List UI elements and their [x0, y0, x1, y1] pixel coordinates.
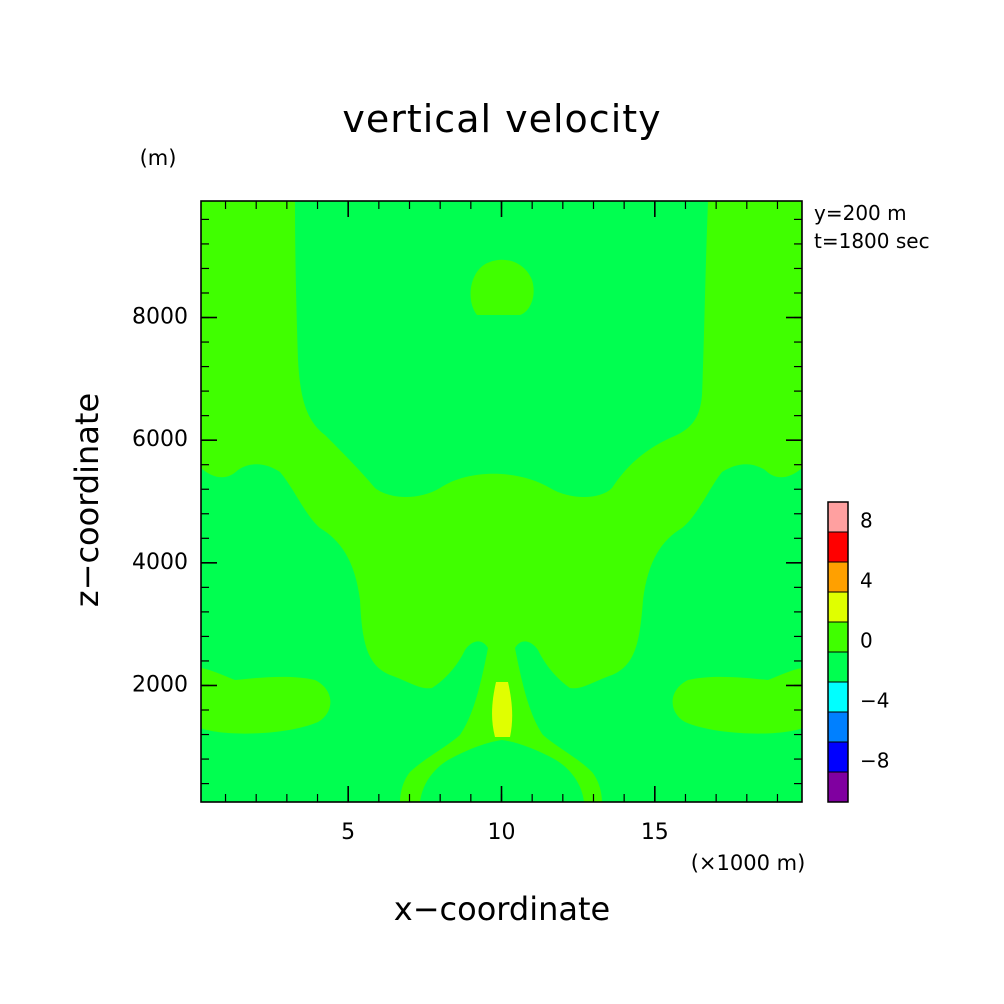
colorbar-tick-label: 4	[860, 569, 873, 593]
colorbar-segment	[827, 561, 849, 593]
x-unit-label: (×1000 m)	[691, 851, 806, 875]
chart-title: vertical velocity	[342, 97, 661, 141]
colorbar	[827, 501, 849, 803]
region-bottom-mound	[420, 740, 584, 802]
region-right-lobe	[672, 668, 802, 734]
colorbar-tick-label: 8	[860, 509, 873, 533]
colorbar-segment	[827, 681, 849, 713]
major-ticks	[201, 201, 802, 802]
x-tick-label: 5	[341, 820, 355, 845]
y-axis-label: z−coordinate	[68, 393, 106, 607]
region-upper-small-blob	[470, 259, 534, 315]
colorbar-segment	[827, 591, 849, 623]
colorbar-segment	[827, 531, 849, 563]
x-tick-label: 10	[488, 820, 516, 845]
region-core-max	[492, 682, 513, 737]
colorbar-segment	[827, 741, 849, 773]
y-tick-label: 2000	[132, 672, 188, 697]
colorbar-segment	[827, 501, 849, 533]
region-left-lobe	[201, 668, 331, 734]
colorbar-segment	[827, 771, 849, 803]
x-tick-label: 15	[641, 820, 669, 845]
colorbar-frame	[827, 501, 849, 803]
colorbar-segment	[827, 651, 849, 683]
colorbar-labels: −8 −4 0 4 8	[860, 509, 889, 773]
colorbar-tick-label: −4	[860, 689, 889, 713]
annotation-y-position: y=200 m	[814, 201, 907, 225]
y-tick-label: 8000	[132, 305, 188, 330]
colorbar-tick-label: −8	[860, 749, 889, 773]
colorbar-tick-label: 0	[860, 629, 873, 653]
annotation-time: t=1800 sec	[814, 229, 930, 253]
x-axis-label: x−coordinate	[394, 890, 610, 928]
y-unit-label: (m)	[140, 146, 177, 170]
y-tick-label: 6000	[132, 427, 188, 452]
region-upper-downdraft	[295, 201, 708, 497]
y-tick-label: 4000	[132, 550, 188, 575]
colorbar-segment	[827, 621, 849, 653]
colorbar-segment	[827, 711, 849, 743]
plot-area	[200, 200, 803, 803]
